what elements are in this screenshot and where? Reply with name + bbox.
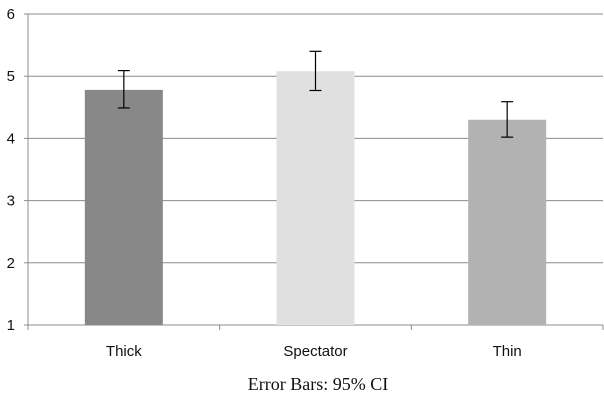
y-tick-label: 3 [7,193,15,210]
error-bars [117,50,514,138]
x-category-label: Thin [493,343,522,360]
y-tick-label: 5 [7,68,15,85]
x-category-labels: Thick Spectator Thin [106,343,522,360]
y-tick-label: 2 [7,255,15,272]
error-bar-thick [117,70,130,109]
bars [84,71,547,326]
bar-thin [468,119,547,326]
error-bar-thin [501,101,514,138]
chart-caption: Error Bars: 95% CI [248,374,388,394]
y-tick-labels: 1 2 3 4 5 6 [7,6,15,334]
error-bar-spectator [309,50,322,92]
bar-spectator [276,71,355,325]
y-tick-label: 6 [7,6,15,23]
y-tick-label: 1 [7,317,15,334]
y-tick-label: 4 [7,130,15,147]
x-category-label: Spectator [283,343,347,360]
bar-thick [84,89,163,325]
x-category-label: Thick [106,343,142,360]
